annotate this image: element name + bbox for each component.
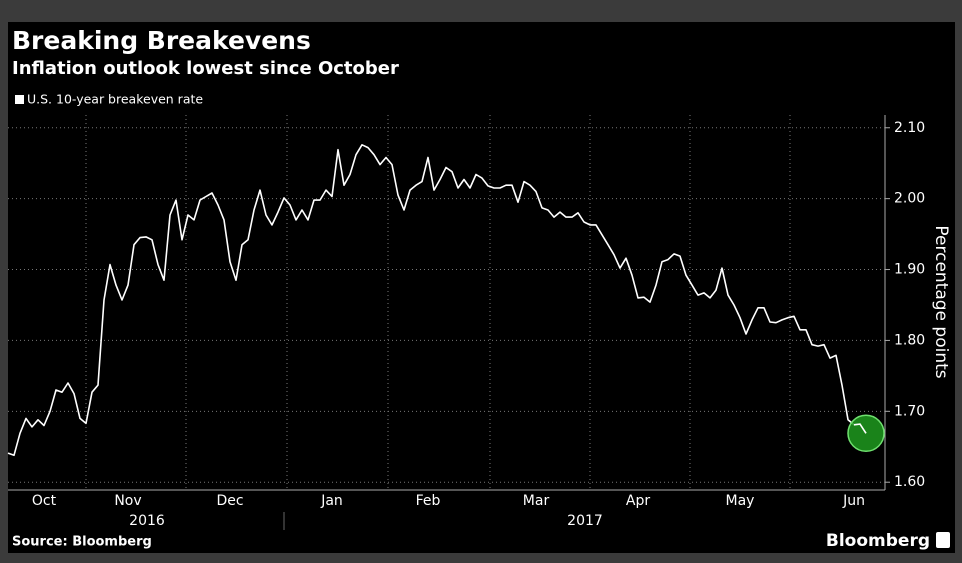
source: Source: Bloomberg: [12, 535, 152, 550]
x-tick-label: Apr: [626, 493, 650, 509]
legend-label: U.S. 10-year breakeven rate: [27, 92, 203, 107]
x-tick-label: Dec: [216, 493, 243, 509]
y-axis-label: Percentage points: [931, 225, 951, 378]
line-end: [853, 423, 867, 434]
chart-subtitle: Inflation outlook lowest since October: [12, 58, 399, 79]
x-tick-label: Feb: [416, 493, 441, 509]
y-tick-label: 2.10: [894, 120, 925, 136]
legend-swatch: [15, 95, 24, 104]
brand: Bloomberg: [826, 531, 930, 551]
x-tick-label: Oct: [32, 493, 57, 509]
x-tick-label: Nov: [114, 493, 141, 509]
year-label: 2016: [129, 513, 165, 529]
y-tick-label: 1.90: [894, 262, 925, 278]
x-tick-label: Jun: [842, 493, 865, 509]
x-tick-label: Mar: [523, 493, 550, 509]
brand-icon: [936, 532, 950, 548]
y-tick-label: 1.80: [894, 332, 925, 348]
chart-title: Breaking Breakevens: [12, 26, 311, 55]
x-tick-label: May: [726, 493, 755, 509]
y-tick-label: 2.00: [894, 191, 925, 207]
panel: [8, 22, 955, 553]
line: [7, 144, 867, 457]
y-tick-label: 1.70: [894, 403, 925, 419]
y-tick-label: 1.60: [894, 474, 925, 490]
x-tick-label: Jan: [320, 493, 343, 509]
year-label: 2017: [567, 513, 603, 529]
month-separators: [85, 115, 791, 490]
